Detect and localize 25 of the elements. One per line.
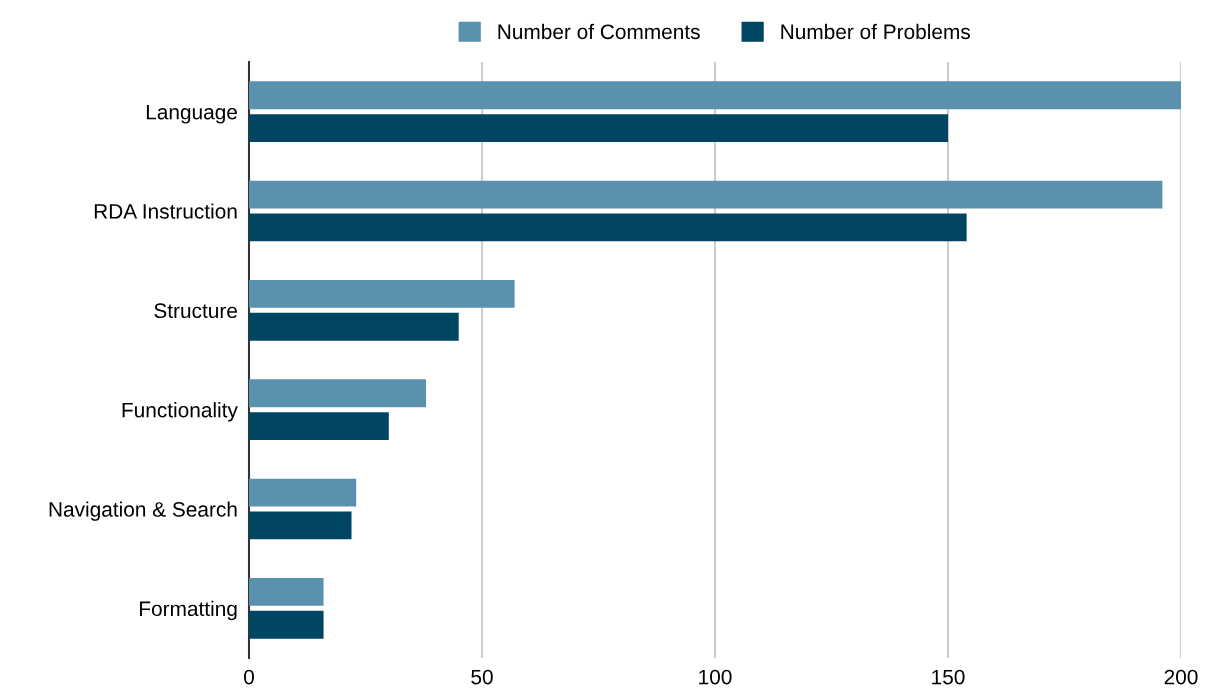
y-tick-label: RDA Instruction <box>94 203 237 219</box>
bar <box>249 312 459 341</box>
x-tick-label: 100 <box>699 669 732 685</box>
legend-label: Number of Comments <box>498 23 700 40</box>
bar <box>249 114 948 142</box>
x-tick-label: 150 <box>932 669 965 685</box>
legend-label: Number of Problems <box>781 23 970 40</box>
bar <box>249 180 1163 209</box>
bar <box>249 610 324 639</box>
bar <box>249 511 352 540</box>
bar <box>249 81 1181 110</box>
x-tick-label: 200 <box>1164 669 1198 685</box>
y-tick-label: Functionality <box>122 402 238 422</box>
y-tick-label: Structure <box>154 303 237 319</box>
bar <box>249 412 389 440</box>
x-tick-label: 50 <box>471 669 493 685</box>
bar <box>249 478 357 507</box>
y-tick-label: Language <box>146 104 237 124</box>
y-tick-label: Navigation & Search <box>49 501 237 521</box>
bar <box>249 213 967 242</box>
bar <box>249 379 427 408</box>
bar <box>249 280 515 308</box>
bar <box>249 578 324 606</box>
y-tick-label: Formatting <box>140 600 237 621</box>
x-tick-label: 0 <box>244 669 254 685</box>
